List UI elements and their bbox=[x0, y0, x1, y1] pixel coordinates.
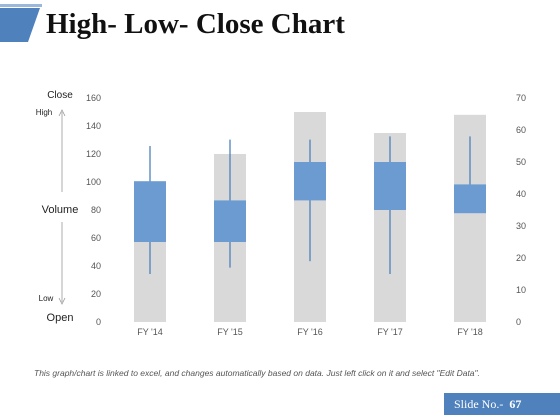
slide-number-badge: Slide No.- 67 bbox=[444, 393, 560, 415]
open-close-box bbox=[134, 181, 166, 242]
left-axis-tick-label: 140 bbox=[86, 121, 101, 131]
right-axis-tick-label: 30 bbox=[516, 221, 526, 231]
open-close-box bbox=[454, 184, 486, 214]
left-axis-tick-label: 20 bbox=[91, 289, 101, 299]
x-axis-tick-label: FY '14 bbox=[137, 327, 163, 337]
left-axis-tick-label: 0 bbox=[96, 317, 101, 327]
x-axis-tick-label: FY '18 bbox=[457, 327, 483, 337]
right-axis-tick-label: 0 bbox=[516, 317, 521, 327]
low-label: Low bbox=[39, 294, 54, 303]
left-axis-tick-label: 120 bbox=[86, 149, 101, 159]
hlc-chart: 0 20 40 60 80 100 120 140 160 0 10 20 30 40 50 60 70 FY '… bbox=[36, 90, 526, 337]
slide-number-value: 67 bbox=[509, 396, 522, 411]
slide-number-label: Slide No.- bbox=[454, 396, 504, 411]
page-title: High- Low- Close Chart bbox=[46, 8, 345, 40]
open-label: Open bbox=[47, 312, 74, 324]
open-close-box bbox=[374, 162, 406, 210]
close-label: Close bbox=[47, 90, 73, 101]
up-arrow-head bbox=[58, 109, 66, 117]
right-axis-tick-label: 40 bbox=[516, 189, 526, 199]
open-close-box bbox=[214, 200, 246, 242]
right-axis-tick-label: 10 bbox=[516, 285, 526, 295]
footer-note: This graph/chart is linked to excel, and… bbox=[34, 368, 480, 378]
left-axis-tick-label: 40 bbox=[91, 261, 101, 271]
left-axis-tick-label: 80 bbox=[91, 205, 101, 215]
x-axis-tick-label: FY '15 bbox=[217, 327, 243, 337]
left-axis-tick-label: 160 bbox=[86, 93, 101, 103]
left-axis-tick-label: 100 bbox=[86, 177, 101, 187]
high-label: High bbox=[36, 108, 52, 117]
right-axis-tick-label: 50 bbox=[516, 157, 526, 167]
down-arrow-head bbox=[58, 297, 66, 305]
x-axis-tick-label: FY '17 bbox=[377, 327, 403, 337]
title-accent-line bbox=[0, 4, 42, 7]
right-axis-tick-label: 20 bbox=[516, 253, 526, 263]
open-close-box bbox=[294, 162, 326, 201]
right-axis-tick-label: 70 bbox=[516, 93, 526, 103]
right-axis-tick-label: 60 bbox=[516, 125, 526, 135]
left-axis-tick-label: 60 bbox=[91, 233, 101, 243]
volume-label: Volume bbox=[42, 204, 79, 216]
x-axis-tick-label: FY '16 bbox=[297, 327, 323, 337]
